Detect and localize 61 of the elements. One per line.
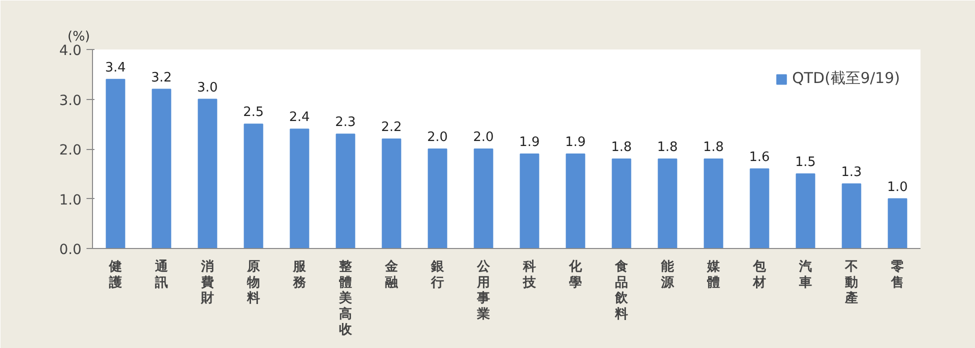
- y-tick-label: 2.0: [59, 142, 82, 158]
- bar: [106, 78, 126, 248]
- x-tick-label: 零售: [890, 260, 904, 290]
- data-label: 2.4: [289, 110, 310, 126]
- bar: [842, 183, 862, 248]
- x-tick-label: 汽車: [798, 260, 812, 290]
- data-label: 1.8: [657, 140, 678, 155]
- data-label: 1.9: [565, 134, 586, 150]
- x-tick-label: 通訊: [154, 258, 169, 290]
- data-label: 1.6: [749, 150, 770, 165]
- bar: [336, 134, 356, 248]
- y-tick-label: 1.0: [59, 192, 82, 208]
- data-label: 1.3: [841, 164, 862, 180]
- x-tick-label: 服務: [292, 260, 307, 290]
- data-label: 1.8: [703, 140, 724, 155]
- bar: [658, 158, 678, 248]
- bar: [888, 198, 908, 248]
- bar: [566, 153, 586, 248]
- x-tick-label: 不動產: [844, 260, 858, 306]
- y-tick-label: 4.0: [59, 43, 82, 59]
- data-label: 2.3: [335, 115, 356, 130]
- x-tick-label: 銀行: [430, 260, 445, 290]
- bar: [474, 148, 494, 248]
- data-label: 1.5: [795, 154, 816, 170]
- y-tick-label: 3.0: [59, 92, 82, 109]
- bar: [152, 88, 172, 248]
- x-tick-label: 公用事業: [476, 260, 491, 322]
- bar: [290, 128, 310, 248]
- x-tick-label: 金融: [384, 260, 399, 290]
- data-label: 1.8: [611, 140, 632, 155]
- x-tick-label: 健護: [108, 260, 122, 290]
- data-label: 3.0: [197, 80, 218, 96]
- y-tick-label: 0.0: [59, 242, 82, 258]
- x-tick-label: 包材: [752, 260, 767, 290]
- data-label: 2.0: [473, 130, 494, 145]
- x-tick-label: 媒體: [706, 260, 721, 290]
- data-label: 2.2: [381, 120, 402, 136]
- bar: [198, 98, 218, 248]
- x-tick-label: 食品飲料: [614, 260, 629, 322]
- data-label: 2.0: [427, 130, 448, 145]
- x-tick-label: 消費財: [200, 260, 214, 306]
- data-label: 3.4: [105, 60, 126, 76]
- data-label: 1.9: [519, 134, 540, 150]
- x-tick-label: 化學: [568, 260, 583, 290]
- x-tick-label: 整體美高收: [338, 260, 353, 338]
- x-tick-label: 原物料: [246, 260, 260, 306]
- bar: [244, 124, 264, 248]
- y-axis-title: (%): [68, 30, 90, 44]
- x-tick-label: 科技: [522, 260, 537, 290]
- data-label: 1.0: [887, 180, 908, 195]
- bar: [750, 168, 770, 248]
- bar: [382, 138, 402, 248]
- bar: [796, 173, 816, 248]
- bar: [612, 158, 632, 248]
- bar: [704, 158, 724, 248]
- data-label: 3.2: [151, 70, 172, 86]
- bar: [428, 148, 448, 248]
- data-label: 2.5: [243, 105, 264, 120]
- bar: [520, 153, 540, 248]
- legend-label: QTD(截至9/19): [792, 69, 900, 88]
- x-tick-label: 能源: [660, 258, 675, 290]
